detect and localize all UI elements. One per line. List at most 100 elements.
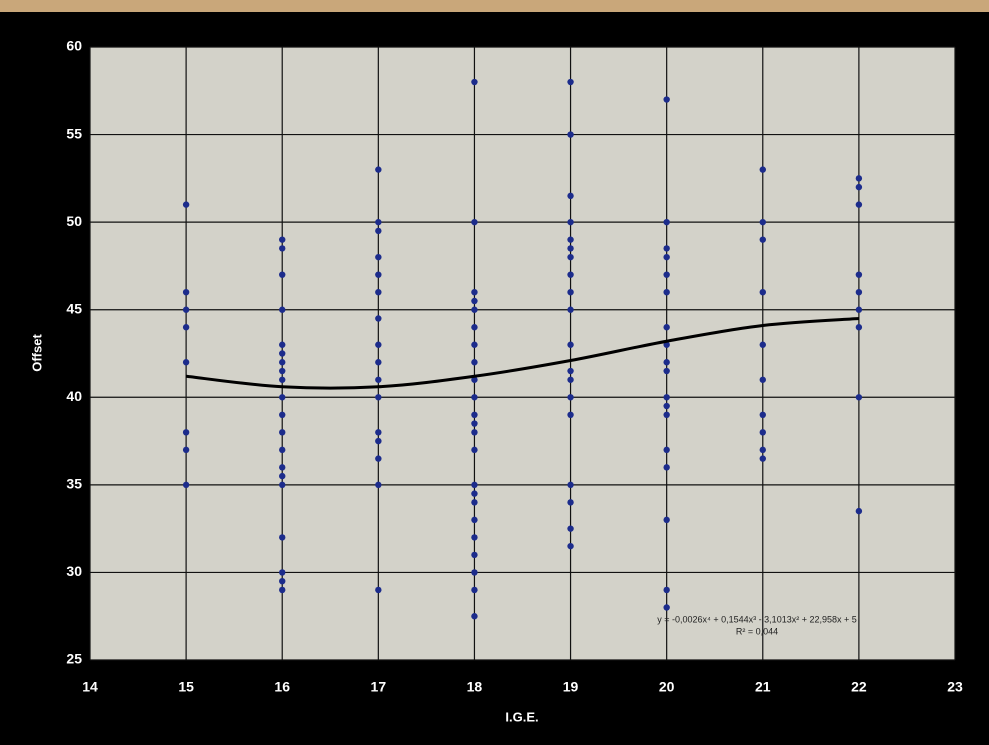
y-tick-label: 35 [66, 476, 82, 492]
data-point [663, 517, 669, 523]
data-point [279, 464, 285, 470]
data-point [567, 236, 573, 242]
data-point [279, 236, 285, 242]
data-point [471, 359, 477, 365]
data-point [663, 96, 669, 102]
data-point [760, 429, 766, 435]
data-point [375, 219, 381, 225]
data-point [375, 482, 381, 488]
data-point [663, 271, 669, 277]
data-point [567, 193, 573, 199]
data-point [663, 403, 669, 409]
data-point [856, 307, 862, 313]
x-tick-label: 14 [82, 679, 98, 695]
data-point [471, 342, 477, 348]
data-point [471, 324, 477, 330]
y-tick-label: 55 [66, 125, 82, 141]
data-point [183, 324, 189, 330]
data-point [375, 359, 381, 365]
data-point [663, 245, 669, 251]
data-point [279, 534, 285, 540]
data-point [663, 587, 669, 593]
data-point [760, 447, 766, 453]
data-point [567, 482, 573, 488]
data-point [279, 569, 285, 575]
y-tick-label: 25 [66, 651, 82, 667]
page: Offset I.G.E. y = -0,0026x⁴ + 0,1544x³ -… [0, 0, 989, 745]
data-point [567, 368, 573, 374]
data-point [183, 429, 189, 435]
data-point [567, 342, 573, 348]
data-point [279, 447, 285, 453]
data-point [375, 429, 381, 435]
data-point [279, 578, 285, 584]
data-point [567, 543, 573, 549]
data-point [760, 236, 766, 242]
data-point [471, 219, 477, 225]
y-tick-label: 30 [66, 563, 82, 579]
data-point [183, 482, 189, 488]
x-tick-label: 16 [274, 679, 290, 695]
data-point [760, 289, 766, 295]
data-point [279, 342, 285, 348]
data-point [567, 412, 573, 418]
data-point [471, 289, 477, 295]
data-point [375, 289, 381, 295]
data-point [567, 79, 573, 85]
data-point [760, 219, 766, 225]
data-point [471, 613, 477, 619]
data-point [471, 552, 477, 558]
y-tick-label: 40 [66, 388, 82, 404]
data-point [760, 342, 766, 348]
data-point [856, 201, 862, 207]
data-point [375, 315, 381, 321]
data-point [279, 394, 285, 400]
data-point [471, 298, 477, 304]
x-tick-label: 21 [755, 679, 771, 695]
data-point [375, 342, 381, 348]
trend-equation: y = -0,0026x⁴ + 0,1544x³ - 3,1013x² + 22… [657, 614, 857, 624]
data-point [663, 254, 669, 260]
data-point [567, 499, 573, 505]
data-point [183, 201, 189, 207]
y-axis-title: Offset [29, 334, 44, 372]
data-point [663, 447, 669, 453]
plot-area [90, 47, 955, 660]
data-point [567, 254, 573, 260]
data-point [856, 508, 862, 514]
data-point [375, 254, 381, 260]
data-point [856, 394, 862, 400]
data-point [567, 131, 573, 137]
data-point [760, 455, 766, 461]
data-point [375, 271, 381, 277]
data-point [567, 394, 573, 400]
data-point [183, 359, 189, 365]
data-point [279, 359, 285, 365]
data-point [375, 228, 381, 234]
data-point [471, 534, 477, 540]
x-tick-label: 17 [371, 679, 387, 695]
data-point [567, 377, 573, 383]
data-point [663, 464, 669, 470]
data-point [471, 490, 477, 496]
data-point [279, 473, 285, 479]
data-point [471, 587, 477, 593]
y-tick-label: 60 [66, 38, 82, 54]
data-point [856, 324, 862, 330]
x-tick-label: 20 [659, 679, 675, 695]
data-point [663, 604, 669, 610]
data-point [663, 324, 669, 330]
data-point [279, 587, 285, 593]
data-point [663, 394, 669, 400]
data-point [663, 289, 669, 295]
data-point [663, 368, 669, 374]
data-point [375, 587, 381, 593]
data-point [567, 525, 573, 531]
data-point [567, 307, 573, 313]
data-point [183, 289, 189, 295]
x-tick-label: 23 [947, 679, 963, 695]
data-point [760, 412, 766, 418]
data-point [471, 420, 477, 426]
y-tick-label: 50 [66, 213, 82, 229]
data-point [760, 377, 766, 383]
